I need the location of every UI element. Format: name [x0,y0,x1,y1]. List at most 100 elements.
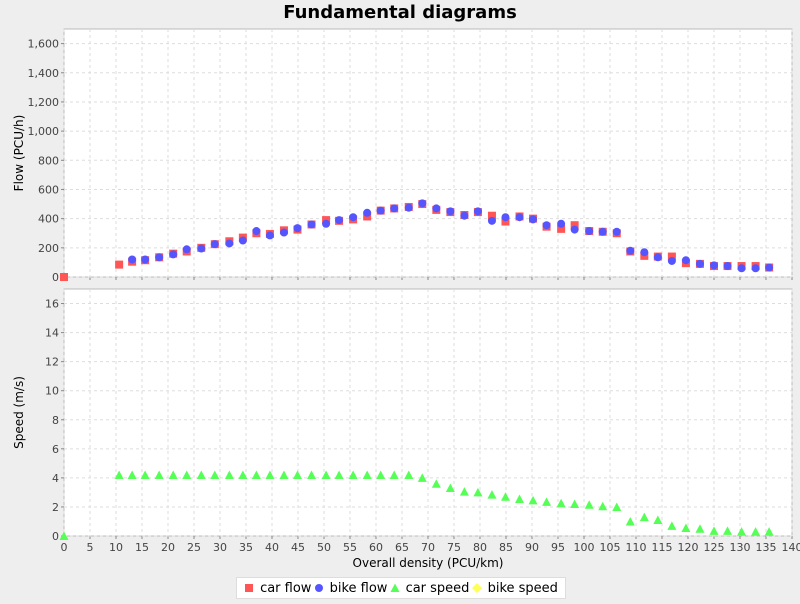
x-tick-label: 80 [473,541,487,554]
x-tick-label: 15 [135,541,149,554]
y-tick-label: 1,600 [28,38,60,51]
x-tick-label: 115 [652,541,673,554]
chart-title: Fundamental diagrams [283,2,517,23]
bike-flow-point [239,237,247,245]
bike-flow-point [654,253,662,261]
x-tick-label: 140 [782,541,800,554]
bike-flow-point [668,257,676,265]
x-tick-label: 105 [600,541,621,554]
legend-label: bike flow [330,581,388,596]
legend-marker-square [244,583,254,593]
x-tick-label: 10 [109,541,123,554]
y-tick-label: 14 [45,327,59,340]
x-tick-label: 125 [704,541,725,554]
x-tick-label: 135 [756,541,777,554]
y-tick-label: 1,400 [28,67,60,80]
legend-item-car-flow: car flow [244,581,311,596]
legend: car flow bike flow car speed bike speed [236,577,566,599]
legend-label: car speed [406,581,470,596]
x-tick-label: 95 [551,541,565,554]
legend-marker-diamond [472,583,482,593]
y-tick-label: 200 [38,242,59,255]
x-tick-label: 100 [574,541,595,554]
y-tick-label: 0 [52,271,59,284]
x-tick-label: 40 [265,541,279,554]
x-tick-label: 55 [343,541,357,554]
bike-flow-point [543,221,551,229]
x-tick-label: 110 [626,541,647,554]
bike-flow-point [682,256,690,264]
x-tick-label: 120 [678,541,699,554]
bike-flow-point [724,262,732,270]
x-tick-label: 50 [317,541,331,554]
x-tick-label: 75 [447,541,461,554]
bike-flow-point [571,226,579,234]
bike-flow-point [280,229,288,237]
x-tick-label: 45 [291,541,305,554]
bike-flow-point [516,213,524,221]
bike-flow-point [390,204,398,212]
y-tick-label: 6 [52,443,59,456]
bike-flow-point [738,264,746,272]
y-tick-label: 4 [52,472,59,485]
x-tick-label: 90 [525,541,539,554]
legend-label: car flow [260,581,311,596]
y-axis-label: Flow (PCU/h) [12,115,26,192]
x-tick-label: 70 [421,541,435,554]
x-tick-label: 30 [213,541,227,554]
bike-flow-point [460,212,468,220]
bike-flow-point [501,213,509,221]
legend-item-car-speed: car speed [390,581,470,596]
legend-item-bike-speed: bike speed [472,581,558,596]
y-tick-label: 0 [52,530,59,543]
legend-item-bike-flow: bike flow [314,581,388,596]
x-tick-label: 60 [369,541,383,554]
x-axis-label: Overall density (PCU/km) [353,556,504,570]
y-tick-label: 800 [38,154,59,167]
y-tick-label: 600 [38,183,59,196]
bike-flow-point [405,204,413,212]
y-tick-label: 1,200 [28,96,60,109]
bike-flow-point [696,260,704,268]
bike-flow-point [765,264,773,272]
bike-flow-point [293,224,301,232]
y-tick-label: 1,000 [28,125,60,138]
bike-flow-point [626,247,634,255]
bike-flow-point [377,207,385,215]
bike-flow-point [585,227,593,235]
car-flow-point [115,261,123,269]
bike-flow-point [211,240,219,248]
bike-flow-point [155,253,163,261]
bike-flow-point [599,228,607,236]
bike-flow-point [183,245,191,253]
legend-label: bike speed [488,581,558,596]
bike-flow-point [529,215,537,223]
bike-flow-point [474,207,482,215]
x-tick-label: 35 [239,541,253,554]
y-axis-label: Speed (m/s) [12,376,26,449]
bike-flow-point [308,220,316,228]
y-tick-label: 8 [52,414,59,427]
y-tick-label: 12 [45,356,59,369]
bike-flow-point [488,217,496,225]
legend-marker-triangle [390,583,400,593]
bike-flow-point [752,264,760,272]
y-tick-label: 2 [52,501,59,514]
x-tick-label: 130 [730,541,751,554]
bike-flow-point [446,207,454,215]
x-tick-label: 65 [395,541,409,554]
y-tick-label: 400 [38,213,59,226]
bike-flow-point [322,220,330,228]
bike-flow-point [432,204,440,212]
bike-flow-point [141,255,149,263]
legend-marker-circle [314,583,324,593]
bike-flow-point [197,245,205,253]
bike-flow-point [349,213,357,221]
bike-flow-point [169,250,177,258]
x-tick-label: 20 [161,541,175,554]
bike-flow-point [613,228,621,236]
x-tick-label: 85 [499,541,513,554]
